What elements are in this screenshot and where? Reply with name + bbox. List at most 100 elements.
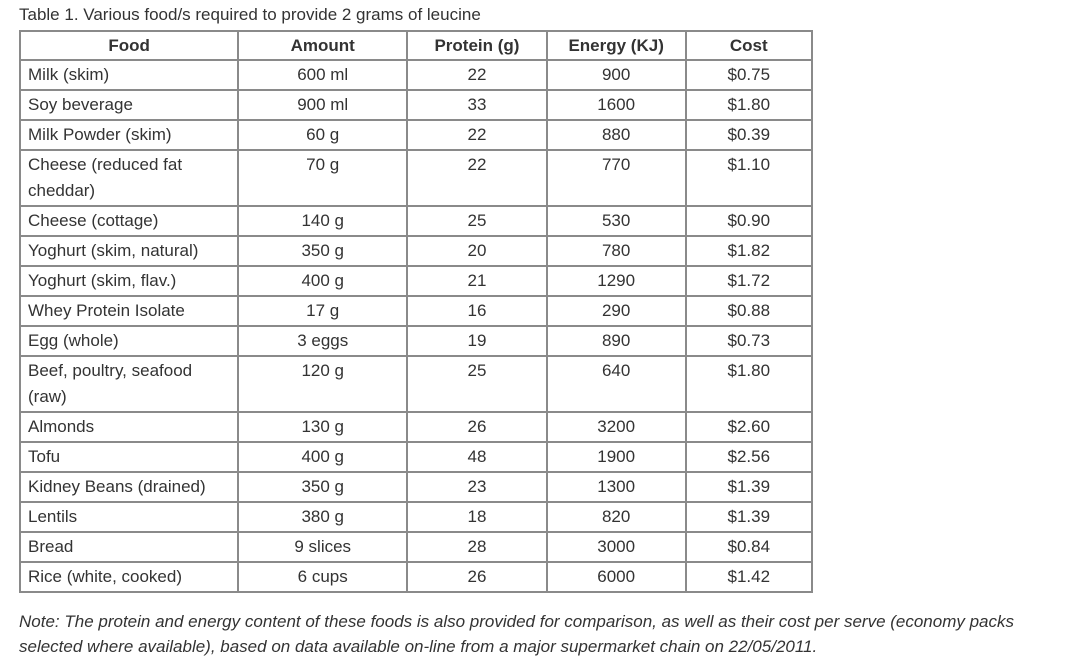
table-row: Egg (whole) 3 eggs 19 890 $0.73 bbox=[18, 325, 814, 357]
cell-energy: 770 bbox=[545, 149, 687, 207]
cell-cost: $1.72 bbox=[684, 265, 814, 297]
leucine-food-table: Food Amount Protein (g) Energy (KJ) Cost… bbox=[18, 30, 814, 593]
cell-protein: 33 bbox=[406, 89, 548, 121]
table-caption: Table 1. Various food/s required to prov… bbox=[19, 5, 481, 24]
table-row: Whey Protein Isolate 17 g 16 290 $0.88 bbox=[18, 295, 814, 327]
cell-cost: $1.39 bbox=[684, 501, 814, 533]
cell-energy: 290 bbox=[545, 295, 687, 327]
cell-protein: 48 bbox=[406, 441, 548, 473]
cell-cost: $1.42 bbox=[684, 561, 814, 593]
cell-amount: 3 eggs bbox=[237, 325, 409, 357]
table-row: Cheese (cottage) 140 g 25 530 $0.90 bbox=[18, 205, 814, 237]
cell-food: Lentils bbox=[18, 501, 240, 533]
cell-energy: 1900 bbox=[545, 441, 687, 473]
cell-cost: $0.90 bbox=[684, 205, 814, 237]
cell-food: Cheese (cottage) bbox=[18, 205, 240, 237]
cell-amount: 400 g bbox=[237, 265, 409, 297]
cell-amount: 130 g bbox=[237, 411, 409, 443]
cell-food: Cheese (reduced fat cheddar) bbox=[18, 149, 240, 207]
table-row: Bread 9 slices 28 3000 $0.84 bbox=[18, 531, 814, 563]
header-protein: Protein (g) bbox=[406, 30, 548, 61]
cell-energy: 530 bbox=[545, 205, 687, 237]
header-food: Food bbox=[18, 30, 240, 61]
cell-amount: 60 g bbox=[237, 119, 409, 151]
cell-cost: $2.56 bbox=[684, 441, 814, 473]
cell-energy: 890 bbox=[545, 325, 687, 357]
cell-cost: $1.80 bbox=[684, 89, 814, 121]
cell-amount: 900 ml bbox=[237, 89, 409, 121]
table-row: Almonds 130 g 26 3200 $2.60 bbox=[18, 411, 814, 443]
table-body: Milk (skim) 600 ml 22 900 $0.75 Soy beverage 9… bbox=[18, 59, 814, 593]
table-header: Food Amount Protein (g) Energy (KJ) Cost bbox=[18, 30, 814, 61]
header-amount: Amount bbox=[237, 30, 409, 61]
cell-energy: 900 bbox=[545, 59, 687, 91]
table-row: Yoghurt (skim, flav.) 400 g 21 1290 $1.72 bbox=[18, 265, 814, 297]
cell-amount: 9 slices bbox=[237, 531, 409, 563]
cell-cost: $0.73 bbox=[684, 325, 814, 357]
table-row: Kidney Beans (drained) 350 g 23 1300 $1.39 bbox=[18, 471, 814, 503]
cell-energy: 640 bbox=[545, 355, 687, 413]
cell-protein: 22 bbox=[406, 59, 548, 91]
cell-protein: 21 bbox=[406, 265, 548, 297]
cell-amount: 400 g bbox=[237, 441, 409, 473]
cell-food: Almonds bbox=[18, 411, 240, 443]
cell-cost: $1.10 bbox=[684, 149, 814, 207]
cell-protein: 18 bbox=[406, 501, 548, 533]
cell-energy: 1600 bbox=[545, 89, 687, 121]
header-row: Food Amount Protein (g) Energy (KJ) Cost bbox=[18, 30, 814, 61]
cell-amount: 380 g bbox=[237, 501, 409, 533]
cell-food: Milk (skim) bbox=[18, 59, 240, 91]
cell-protein: 23 bbox=[406, 471, 548, 503]
cell-protein: 16 bbox=[406, 295, 548, 327]
table-row: Lentils 380 g 18 820 $1.39 bbox=[18, 501, 814, 533]
table-row: Soy beverage 900 ml 33 1600 $1.80 bbox=[18, 89, 814, 121]
table-row: Cheese (reduced fat cheddar) 70 g 22 770 $1.… bbox=[18, 149, 814, 207]
cell-food: Bread bbox=[18, 531, 240, 563]
cell-protein: 20 bbox=[406, 235, 548, 267]
header-cost: Cost bbox=[684, 30, 814, 61]
table-row: Tofu 400 g 48 1900 $2.56 bbox=[18, 441, 814, 473]
cell-protein: 25 bbox=[406, 205, 548, 237]
cell-protein: 22 bbox=[406, 149, 548, 207]
cell-protein: 19 bbox=[406, 325, 548, 357]
table-note: Note: The protein and energy content of … bbox=[19, 612, 1015, 656]
cell-cost: $0.88 bbox=[684, 295, 814, 327]
cell-energy: 1300 bbox=[545, 471, 687, 503]
table-row: Beef, poultry, seafood (raw) 120 g 25 640 $1… bbox=[18, 355, 814, 413]
table-row: Milk (skim) 600 ml 22 900 $0.75 bbox=[18, 59, 814, 91]
cell-energy: 3200 bbox=[545, 411, 687, 443]
cell-food: Whey Protein Isolate bbox=[18, 295, 240, 327]
cell-cost: $1.82 bbox=[684, 235, 814, 267]
cell-amount: 600 ml bbox=[237, 59, 409, 91]
cell-food: Yoghurt (skim, natural) bbox=[18, 235, 240, 267]
header-energy: Energy (KJ) bbox=[545, 30, 687, 61]
cell-amount: 17 g bbox=[237, 295, 409, 327]
cell-food: Tofu bbox=[18, 441, 240, 473]
cell-energy: 3000 bbox=[545, 531, 687, 563]
cell-energy: 1290 bbox=[545, 265, 687, 297]
cell-energy: 780 bbox=[545, 235, 687, 267]
cell-protein: 25 bbox=[406, 355, 548, 413]
table-row: Milk Powder (skim) 60 g 22 880 $0.39 bbox=[18, 119, 814, 151]
cell-food: Beef, poultry, seafood (raw) bbox=[18, 355, 240, 413]
table-row: Yoghurt (skim, natural) 350 g 20 780 $1.82 bbox=[18, 235, 814, 267]
cell-food: Rice (white, cooked) bbox=[18, 561, 240, 593]
cell-amount: 120 g bbox=[237, 355, 409, 413]
cell-cost: $0.39 bbox=[684, 119, 814, 151]
cell-protein: 26 bbox=[406, 411, 548, 443]
cell-amount: 350 g bbox=[237, 471, 409, 503]
cell-energy: 880 bbox=[545, 119, 687, 151]
cell-protein: 26 bbox=[406, 561, 548, 593]
cell-protein: 28 bbox=[406, 531, 548, 563]
cell-food: Soy beverage bbox=[18, 89, 240, 121]
table-row: Rice (white, cooked) 6 cups 26 6000 $1.42 bbox=[18, 561, 814, 593]
cell-amount: 350 g bbox=[237, 235, 409, 267]
cell-food: Egg (whole) bbox=[18, 325, 240, 357]
cell-cost: $0.84 bbox=[684, 531, 814, 563]
cell-cost: $1.80 bbox=[684, 355, 814, 413]
cell-food: Kidney Beans (drained) bbox=[18, 471, 240, 503]
cell-food: Milk Powder (skim) bbox=[18, 119, 240, 151]
cell-cost: $1.39 bbox=[684, 471, 814, 503]
cell-amount: 70 g bbox=[237, 149, 409, 207]
cell-energy: 820 bbox=[545, 501, 687, 533]
